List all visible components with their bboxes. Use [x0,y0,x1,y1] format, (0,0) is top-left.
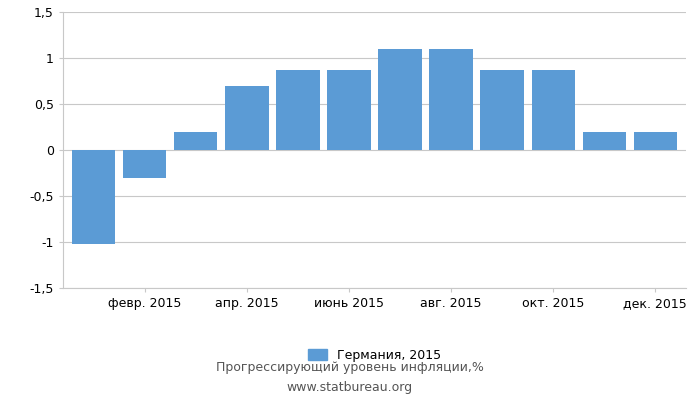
Text: www.statbureau.org: www.statbureau.org [287,382,413,394]
Bar [225,86,269,150]
Bar [328,70,371,150]
Bar [429,49,472,150]
Text: Прогрессирующий уровень инфляции,%: Прогрессирующий уровень инфляции,% [216,362,484,374]
Bar [531,70,575,150]
Bar [174,132,218,150]
Bar [378,49,421,150]
Bar [72,150,116,244]
Bar [480,70,524,150]
Bar [634,132,677,150]
Legend: Германия, 2015: Германия, 2015 [303,344,446,367]
Bar [582,132,626,150]
Bar [123,150,167,178]
Bar [276,70,320,150]
